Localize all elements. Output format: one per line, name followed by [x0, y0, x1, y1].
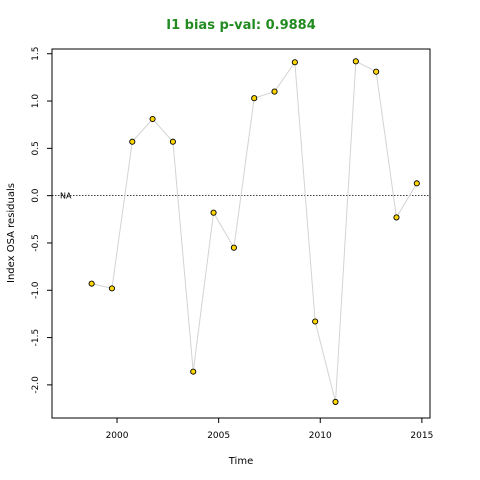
data-point: [413, 180, 420, 187]
data-point: [352, 58, 359, 65]
data-point: [332, 398, 339, 405]
reference-line-label: NA: [60, 192, 72, 201]
data-point: [190, 368, 197, 375]
data-point: [108, 285, 116, 292]
y-tick-label: 0.0: [31, 188, 41, 203]
y-tick-label: 1.5: [31, 47, 41, 61]
y-tick-label: 1.0: [31, 94, 41, 109]
data-point: [393, 214, 400, 221]
x-tick-label: 2015: [410, 431, 433, 441]
data-point: [149, 115, 156, 123]
plot-frame: [51, 48, 431, 419]
data-point: [129, 138, 136, 145]
data-point: [88, 280, 95, 287]
data-points: [88, 58, 420, 405]
y-axis: -2.0 -1.5 -1.0 -0.5 0.0 0.5 1.0 1.5: [31, 47, 52, 394]
x-tick-label: 2010: [309, 431, 332, 441]
y-tick-label: -0.5: [31, 234, 41, 252]
y-tick-label: -1.0: [31, 281, 41, 299]
y-axis-label: Index OSA residuals: [6, 183, 17, 283]
data-point: [230, 244, 237, 251]
data-point: [291, 59, 298, 66]
x-tick-label: 2005: [207, 431, 230, 441]
y-tick-label: -2.0: [31, 376, 41, 394]
chart-title: I1 bias p-val: 0.9884: [166, 18, 316, 33]
data-point: [169, 138, 176, 145]
data-point: [373, 68, 380, 75]
x-axis-label: Time: [228, 456, 253, 467]
y-tick-label: -1.5: [31, 329, 41, 347]
data-point: [251, 95, 258, 102]
series-line: [91, 60, 418, 403]
y-tick-label: 0.5: [31, 141, 41, 155]
data-point: [210, 209, 217, 216]
data-point: [312, 318, 319, 325]
x-axis: 2000 2005 2010 2015: [106, 418, 433, 441]
data-point: [271, 88, 278, 95]
x-tick-label: 2000: [106, 431, 129, 441]
